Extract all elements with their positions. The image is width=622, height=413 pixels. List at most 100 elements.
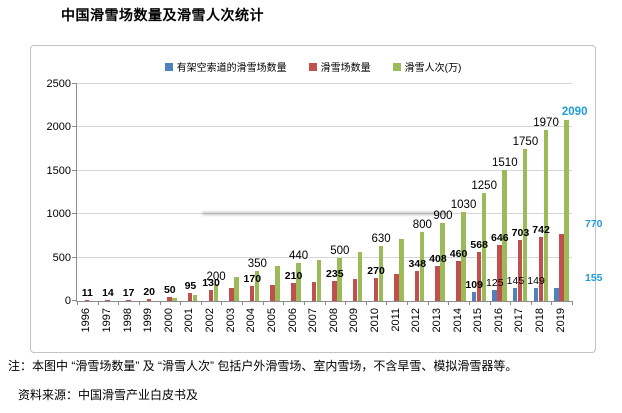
data-label-series1-2001: 95 — [184, 279, 197, 292]
x-axis-label-2006: 2006 — [286, 308, 299, 333]
bar-series2-2016 — [502, 169, 507, 301]
bar-series2-2009 — [357, 251, 363, 301]
x-axis-label-2011: 2011 — [389, 308, 402, 332]
legend-label: 有架空索道的滑雪场数量 — [176, 63, 287, 74]
data-label-series1-2016: 646 — [491, 231, 509, 244]
data-label-series0-2016: 125 — [486, 277, 504, 290]
bar-series1-2013 — [435, 265, 440, 301]
data-label-series1-2018: 742 — [532, 223, 550, 236]
x-axis-tick — [138, 301, 140, 305]
bar-series2-2018 — [543, 130, 549, 301]
bar-series1-2016 — [497, 244, 502, 301]
bar-series0-2015 — [471, 291, 477, 301]
bar-series1-2006 — [291, 282, 296, 301]
x-axis-tick — [324, 301, 326, 305]
x-axis-label-2008: 2008 — [327, 308, 340, 333]
bar-series1-2001 — [187, 292, 193, 301]
x-axis-label-2015: 2015 — [472, 308, 485, 333]
bar-series2-2017 — [522, 149, 528, 301]
x-axis-tick — [159, 301, 161, 305]
x-axis-tick — [221, 301, 223, 305]
bar-series1-1997 — [105, 299, 110, 301]
x-axis-tick — [303, 301, 305, 305]
x-axis-tick — [510, 301, 512, 305]
bar-series1-2002 — [208, 289, 214, 301]
x-axis-tick — [530, 301, 532, 305]
data-label-series1-2017: 703 — [511, 226, 530, 239]
gridline-2000 — [77, 126, 572, 128]
x-axis-label-2000: 2000 — [162, 308, 175, 333]
y-axis-label: 2500 — [46, 78, 71, 90]
x-axis-tick — [427, 301, 429, 305]
data-label-series1-1998: 17 — [122, 286, 135, 299]
x-axis-tick — [180, 301, 182, 305]
x-axis-label-2010: 2010 — [369, 308, 382, 333]
legend-label: 滑雪场数量 — [320, 63, 371, 74]
data-label-series2-2004: 350 — [247, 257, 267, 270]
x-axis-tick — [77, 301, 78, 305]
bar-series2-2011 — [399, 239, 404, 301]
x-axis-label-2016: 2016 — [492, 308, 505, 333]
data-label-series2-2016: 1510 — [492, 156, 518, 169]
data-label-series2-2018: 1970 — [533, 117, 559, 130]
data-label-series2-2006: 440 — [288, 249, 309, 262]
bar-series1-2004 — [249, 286, 255, 301]
data-label-series0-2015: 109 — [465, 278, 483, 291]
x-axis-label-1996: 1996 — [80, 308, 93, 333]
x-axis-label-2018: 2018 — [534, 308, 547, 333]
bar-series1-2009 — [352, 279, 358, 301]
x-axis-tick — [386, 301, 388, 305]
x-axis-tick — [97, 301, 99, 305]
bar-series2-2003 — [234, 276, 239, 301]
bar-series2-2010 — [378, 246, 384, 301]
bar-series1-2012 — [414, 270, 420, 301]
data-label-series1-1996: 11 — [81, 287, 93, 299]
data-source: 资料来源：中国滑雪产业白皮书及 — [18, 388, 199, 402]
bar-series2-2000 — [172, 298, 177, 301]
bar-series2-2002 — [213, 283, 219, 301]
bar-series1-2019 — [559, 234, 564, 301]
x-axis-tick — [118, 301, 120, 305]
x-axis-tick — [262, 301, 264, 305]
bar-series2-2015 — [481, 192, 487, 301]
x-axis-label-2014: 2014 — [451, 308, 464, 333]
x-axis-label-2004: 2004 — [245, 308, 258, 333]
data-label-series0-2018: 149 — [527, 275, 545, 288]
x-axis-tick — [407, 301, 408, 305]
bar-series0-2017 — [512, 288, 518, 301]
bar-series1-1996 — [84, 300, 90, 301]
x-axis-tick — [242, 301, 243, 305]
x-axis-label-2012: 2012 — [410, 308, 423, 333]
y-axis-tick — [72, 256, 77, 258]
legend-item-1: 滑雪场数量 — [308, 59, 371, 74]
y-axis-label: 1000 — [46, 208, 71, 221]
legend-label: 滑雪人次(万) — [404, 63, 462, 74]
x-axis-label-2007: 2007 — [307, 308, 320, 333]
legend-marker-icon — [392, 62, 401, 71]
y-axis-tick — [72, 126, 77, 128]
bar-series1-2015 — [476, 251, 482, 301]
bar-series2-2007 — [316, 260, 322, 301]
x-axis-label-1997: 1997 — [100, 308, 113, 333]
legend-item-0: 有架空索道的滑雪场数量 — [164, 59, 287, 74]
x-axis-tick — [200, 301, 202, 305]
x-axis-label-2019: 2019 — [554, 308, 567, 333]
x-axis-tick — [283, 301, 285, 305]
x-axis-tick — [572, 301, 573, 305]
y-axis-label: 2000 — [46, 121, 71, 134]
data-label-series1-2008: 235 — [326, 267, 344, 280]
data-label-series2-2010: 630 — [371, 233, 391, 246]
bar-series1-2003 — [229, 287, 234, 301]
data-label-series2-2015: 1250 — [471, 179, 497, 192]
x-axis-label-1999: 1999 — [142, 308, 155, 333]
watermark-smudge — [202, 212, 447, 216]
x-axis-label-2001: 2001 — [183, 308, 196, 333]
data-label-series2-2013: 900 — [433, 209, 453, 222]
x-axis-label-2005: 2005 — [265, 308, 278, 333]
chart-legend: 有架空索道的滑雪场数量 滑雪场数量 滑雪人次(万) — [31, 59, 595, 74]
bar-series2-2006 — [296, 262, 301, 301]
data-label-series2-2002: 200 — [206, 270, 226, 283]
bar-series1-2000 — [167, 296, 172, 301]
data-label-series1-2010: 270 — [367, 264, 385, 277]
